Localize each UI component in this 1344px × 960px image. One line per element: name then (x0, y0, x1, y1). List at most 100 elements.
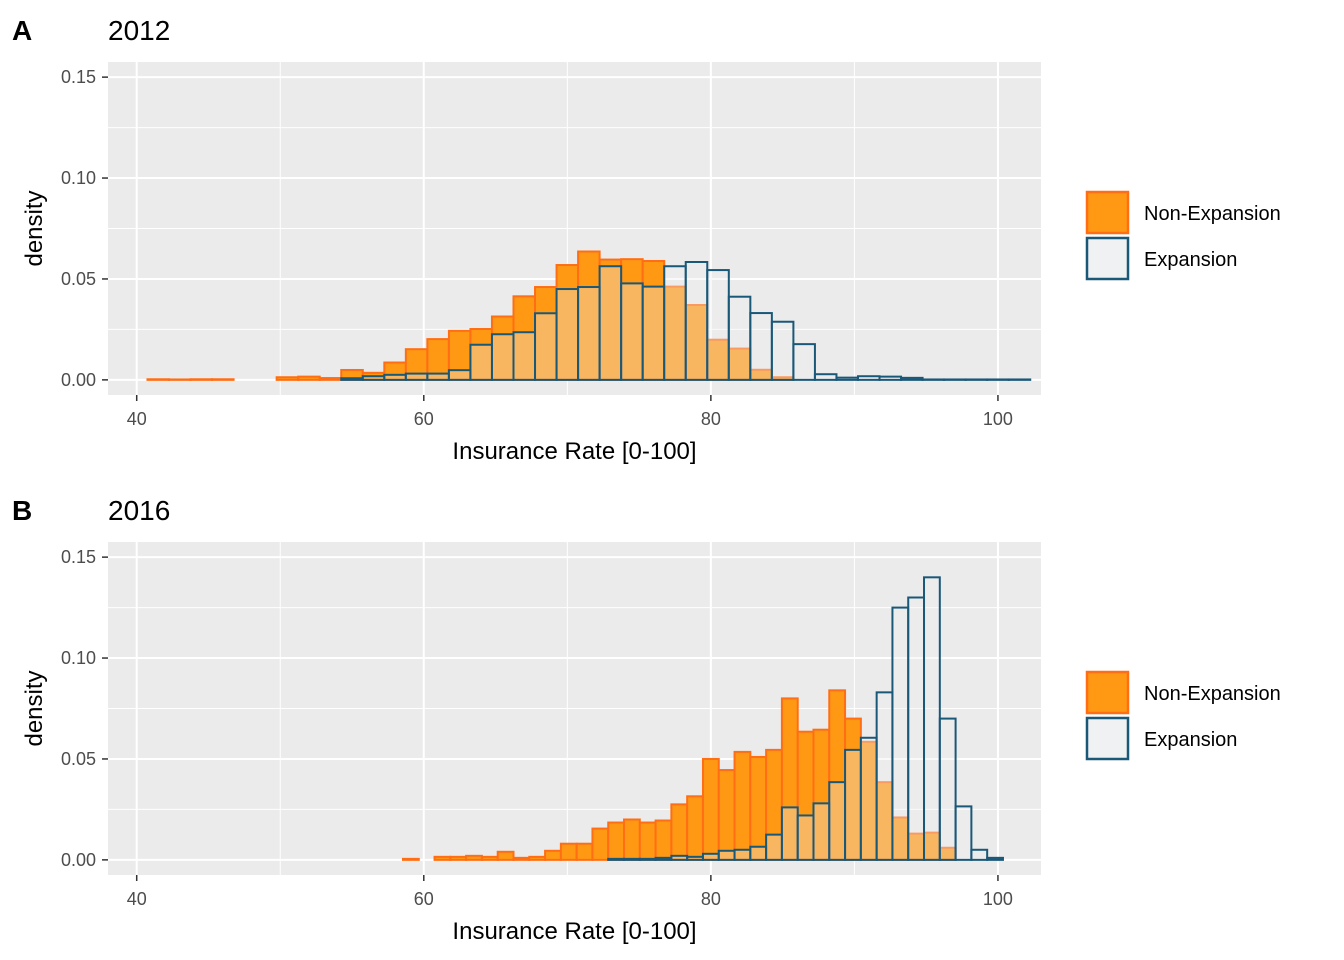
histogram-bar (297, 375, 321, 381)
histogram-bar (638, 821, 657, 861)
histogram-bar (512, 856, 531, 861)
panel-b: B 2016 40 60 80 100 0.00 0.05 0.10 0.15 Insurance … (12, 495, 1281, 945)
histogram-bar (318, 377, 343, 381)
histogram-bar (954, 805, 973, 861)
histogram-bar (623, 857, 641, 861)
histogram-bar (970, 848, 989, 861)
histogram-bar (361, 375, 386, 381)
legend-key (1085, 190, 1130, 235)
histogram-bar (401, 857, 420, 861)
histogram-bar (433, 855, 452, 861)
histogram-bar (792, 343, 816, 381)
y-tick-label: 0.05 (61, 269, 96, 289)
histogram-bar (512, 331, 537, 381)
series-non-expansion (146, 250, 795, 381)
y-axis-title: density (21, 190, 48, 266)
histogram-bar (891, 606, 910, 861)
y-tick-label: 0.10 (61, 648, 96, 668)
histogram-bar (607, 857, 626, 861)
histogram-bar (727, 295, 752, 381)
legend: Non-Expansion Expansion (1085, 670, 1281, 761)
legend-key (1085, 670, 1130, 715)
series-expansion (340, 261, 1032, 381)
histogram-bar (875, 691, 894, 861)
histogram-bar (733, 848, 752, 861)
y-tick-label: 0.15 (61, 67, 96, 87)
histogram-bar (404, 372, 429, 381)
histogram-bar (717, 769, 736, 861)
histogram-bar (275, 376, 300, 381)
histogram-bar (796, 814, 815, 861)
histogram-bar (528, 855, 547, 861)
x-tick-label: 60 (414, 889, 434, 909)
histogram-bar (780, 806, 799, 861)
histogram-bar (641, 285, 666, 381)
x-tick-label: 40 (127, 889, 147, 909)
histogram-bar (828, 781, 847, 861)
histogram-bar (146, 378, 171, 381)
histogram-bar (426, 372, 450, 381)
histogram-bar (878, 375, 903, 381)
histogram-bar (654, 819, 673, 861)
x-tick-label: 100 (983, 409, 1013, 429)
histogram-bar (469, 343, 493, 381)
y-tick-label: 0.15 (61, 547, 96, 567)
histogram-bar (717, 849, 736, 861)
histogram-bar (670, 803, 689, 861)
histogram-bar (654, 856, 673, 861)
legend-label: Non-Expansion (1144, 203, 1281, 225)
histogram-bar (575, 842, 594, 861)
histogram-bar (701, 757, 720, 861)
histogram-bar (813, 373, 838, 381)
panel-title: 2016 (108, 495, 170, 526)
histogram-bar (749, 845, 768, 861)
histogram-bar (765, 833, 783, 861)
histogram-bar (684, 261, 709, 381)
panel-a: A 2012 40 60 80 100 0.00 0.05 0.10 0.15 Insurance … (12, 15, 1281, 465)
histogram-bar (620, 282, 644, 381)
x-tick-label: 80 (701, 409, 721, 429)
histogram-bar (835, 376, 859, 381)
histogram-bar (749, 312, 773, 381)
histogram-bar (577, 286, 601, 381)
histogram-bar (211, 378, 235, 381)
y-tick-label: 0.00 (61, 370, 96, 390)
histogram-bar (638, 857, 657, 861)
legend-label: Expansion (1144, 729, 1237, 751)
histogram-bar (559, 842, 578, 861)
histogram-bar (447, 369, 472, 381)
histogram-bar (733, 750, 752, 861)
x-axis-title: Insurance Rate [0-100] (452, 438, 696, 465)
histogram-bar (812, 802, 831, 861)
histogram-bar (340, 377, 364, 381)
histogram-bar (591, 827, 610, 861)
y-tick-label: 0.10 (61, 168, 96, 188)
panel-title: 2012 (108, 15, 170, 46)
legend-label: Expansion (1144, 249, 1237, 271)
histogram-bar (770, 320, 795, 381)
histogram-bar (383, 373, 407, 381)
histogram-bar (856, 375, 881, 381)
histogram-bar (859, 736, 878, 861)
legend-label: Non-Expansion (1144, 683, 1281, 705)
panel-tag: B (12, 495, 32, 526)
histogram-bar (900, 376, 924, 381)
series-expansion (607, 576, 1004, 861)
legend-key (1085, 236, 1130, 281)
histogram-bar (189, 378, 214, 381)
histogram-bar (907, 596, 926, 861)
histogram-bar (923, 576, 941, 861)
x-axis-title: Insurance Rate [0-100] (452, 918, 696, 945)
histogram-bar (706, 269, 730, 381)
histogram-bar (844, 748, 862, 861)
histogram-bar (670, 854, 689, 861)
histogram-bar (449, 855, 468, 861)
histogram-bar (555, 288, 580, 381)
histogram-bar (598, 265, 623, 381)
x-tick-label: 60 (414, 409, 434, 429)
histogram-bar (686, 795, 704, 861)
legend: Non-Expansion Expansion (1085, 190, 1281, 281)
histogram-bar (480, 855, 499, 861)
panel-tag: A (12, 15, 32, 46)
